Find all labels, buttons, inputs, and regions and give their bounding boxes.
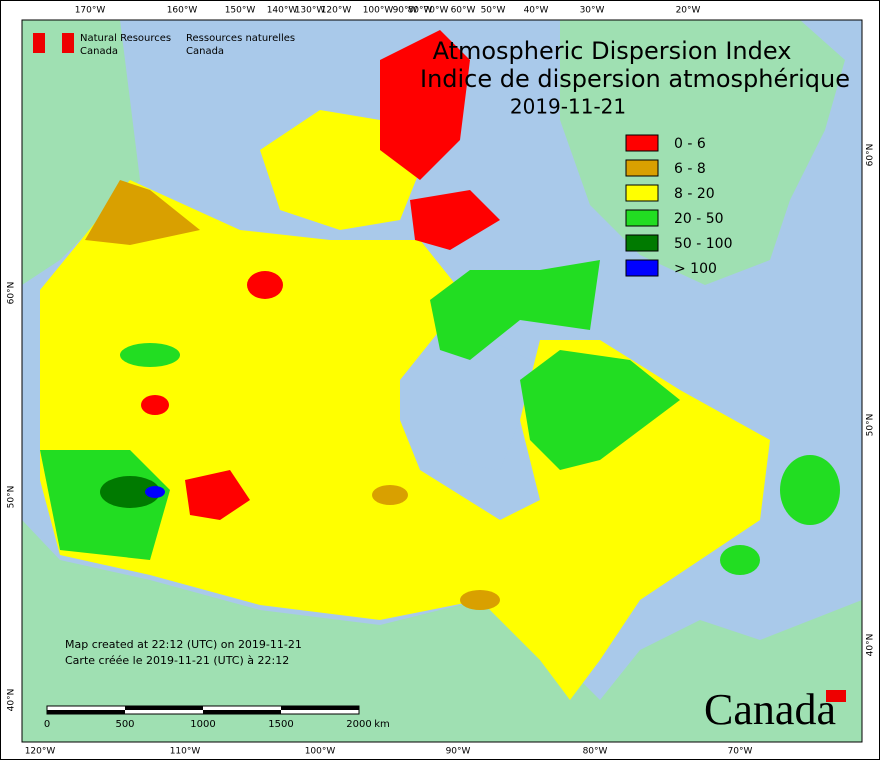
legend-swatch	[625, 159, 659, 177]
legend-swatch	[625, 184, 659, 202]
graticule-label: 150°W	[225, 6, 256, 16]
graticule-label: 50°N	[7, 486, 17, 509]
red-patch	[141, 395, 169, 415]
legend-swatch	[625, 134, 659, 152]
legend-swatch	[625, 234, 659, 252]
graticule-label: 40°N	[7, 689, 17, 712]
scale-label: km	[374, 719, 390, 730]
graticule-label: 110°W	[170, 747, 201, 757]
scale-label: 500	[115, 719, 134, 730]
orange-patch	[460, 590, 500, 610]
alberta-red	[185, 470, 250, 520]
graticule-label: 40°W	[524, 6, 549, 16]
graticule-label: 50°N	[866, 414, 876, 437]
graticule-label: 170°W	[75, 6, 106, 16]
scale-label: 0	[44, 719, 50, 730]
graticule-label: 90°W	[446, 747, 471, 757]
legend: 0 - 6 6 - 8 8 - 20 20 - 50 50 - 100 > 100	[625, 134, 733, 277]
graticule-label: 140°W	[267, 6, 298, 16]
graticule-label: 30°W	[580, 6, 605, 16]
legend-label: 50 - 100	[674, 236, 733, 252]
wordmark-flag	[826, 690, 846, 702]
graticule-label: 80°W	[583, 747, 608, 757]
legend-label: 20 - 50	[674, 211, 724, 227]
yukon-orange	[85, 180, 200, 245]
graticule-label: 130°W	[295, 6, 326, 16]
newfoundland	[780, 455, 840, 525]
title: Atmospheric Dispersion Index	[433, 37, 792, 65]
graticule-label: 50°W	[481, 6, 506, 16]
scale-bar	[46, 705, 360, 715]
bc-dark-green	[100, 476, 160, 508]
graticule-label: 20°W	[676, 6, 701, 16]
baffin-red	[410, 190, 500, 250]
agency-name: Canada	[80, 46, 118, 57]
baffin-green	[430, 260, 600, 360]
graticule-label: 40°N	[866, 634, 876, 657]
legend-swatch	[625, 259, 659, 277]
graticule-label: 120°W	[321, 6, 352, 16]
labrador-green	[520, 350, 680, 470]
graticule-label: 80°W	[408, 6, 433, 16]
graticule-label: 60°W	[451, 6, 476, 16]
note: Carte créée le 2019-11-21 (UTC) à 22:12	[65, 654, 289, 667]
graticule-label: 100°W	[305, 747, 336, 757]
graticule-label: 60°N	[866, 144, 876, 167]
graticule-label: 60°N	[7, 282, 17, 305]
legend-label: 8 - 20	[674, 186, 715, 202]
legend-label: 6 - 8	[674, 161, 706, 177]
alaska	[22, 20, 140, 285]
agency-name: Natural Resources	[80, 33, 171, 44]
bc-blue	[145, 486, 165, 498]
graticule-label: 160°W	[167, 6, 198, 16]
agency-name: Ressources naturelles	[186, 33, 295, 44]
graticule-label: 70°W	[728, 747, 753, 757]
green-patch	[720, 545, 760, 575]
orange-patch	[372, 485, 408, 505]
united-states	[22, 520, 862, 742]
legend-label: > 100	[674, 261, 717, 277]
scale-label: 2000	[346, 719, 371, 730]
title: Indice de dispersion atmosphérique	[420, 65, 850, 93]
legend-label: 0 - 6	[674, 136, 706, 152]
graticule-label: 70°W	[424, 6, 449, 16]
wordmark: Canada	[704, 685, 836, 734]
graticule-label: 100°W	[363, 6, 394, 16]
date: 2019-11-21	[510, 95, 626, 119]
green-patch	[120, 343, 180, 367]
flag-bar	[33, 33, 45, 53]
hudson-bay	[400, 330, 530, 470]
graticule-label: 90°W	[393, 6, 418, 16]
flag-bar	[62, 33, 74, 53]
agency-name: Canada	[186, 46, 224, 57]
canada-mainland	[40, 180, 770, 700]
graticule-label: 120°W	[25, 747, 56, 757]
map-border	[21, 19, 863, 743]
red-patch	[247, 271, 283, 299]
scale-label: 1500	[268, 719, 293, 730]
ellesmere-red	[380, 30, 470, 180]
scale-label: 1000	[190, 719, 215, 730]
legend-swatch	[625, 209, 659, 227]
note: Map created at 22:12 (UTC) on 2019-11-21	[65, 638, 302, 651]
